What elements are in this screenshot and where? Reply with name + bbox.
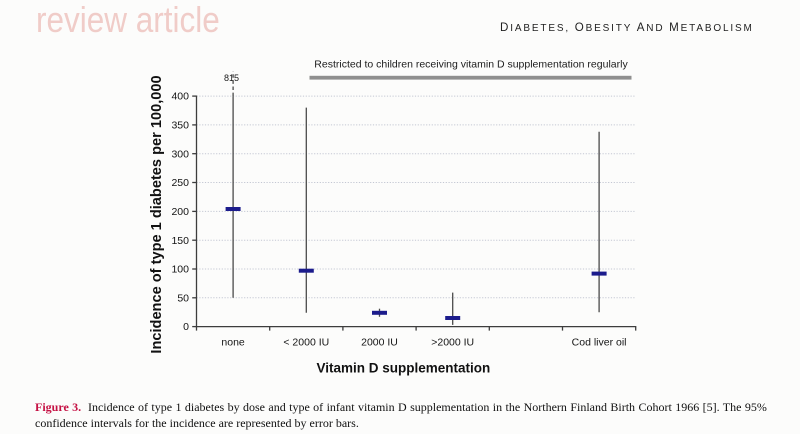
svg-text:Vitamin D supplementation: Vitamin D supplementation bbox=[317, 361, 491, 376]
svg-text:50: 50 bbox=[177, 292, 189, 304]
svg-text:Cod liver oil: Cod liver oil bbox=[572, 337, 627, 349]
svg-text:300: 300 bbox=[171, 148, 189, 160]
svg-text:Incidence of type 1 diabetes p: Incidence of type 1 diabetes per 100,000 bbox=[149, 75, 165, 353]
svg-text:0: 0 bbox=[183, 321, 189, 333]
svg-text:none: none bbox=[221, 337, 245, 349]
svg-text:350: 350 bbox=[171, 120, 189, 132]
svg-text:400: 400 bbox=[171, 91, 189, 103]
svg-text:>2000 IU: >2000 IU bbox=[431, 337, 474, 349]
svg-text:2000 IU: 2000 IU bbox=[361, 337, 398, 349]
svg-text:< 2000 IU: < 2000 IU bbox=[283, 337, 329, 349]
svg-text:200: 200 bbox=[171, 206, 189, 218]
svg-text:815: 815 bbox=[224, 73, 239, 83]
svg-text:Restricted to children receivi: Restricted to children receiving vitamin… bbox=[314, 59, 628, 71]
svg-text:250: 250 bbox=[171, 177, 189, 189]
svg-text:150: 150 bbox=[171, 235, 189, 247]
svg-text:100: 100 bbox=[171, 264, 189, 276]
